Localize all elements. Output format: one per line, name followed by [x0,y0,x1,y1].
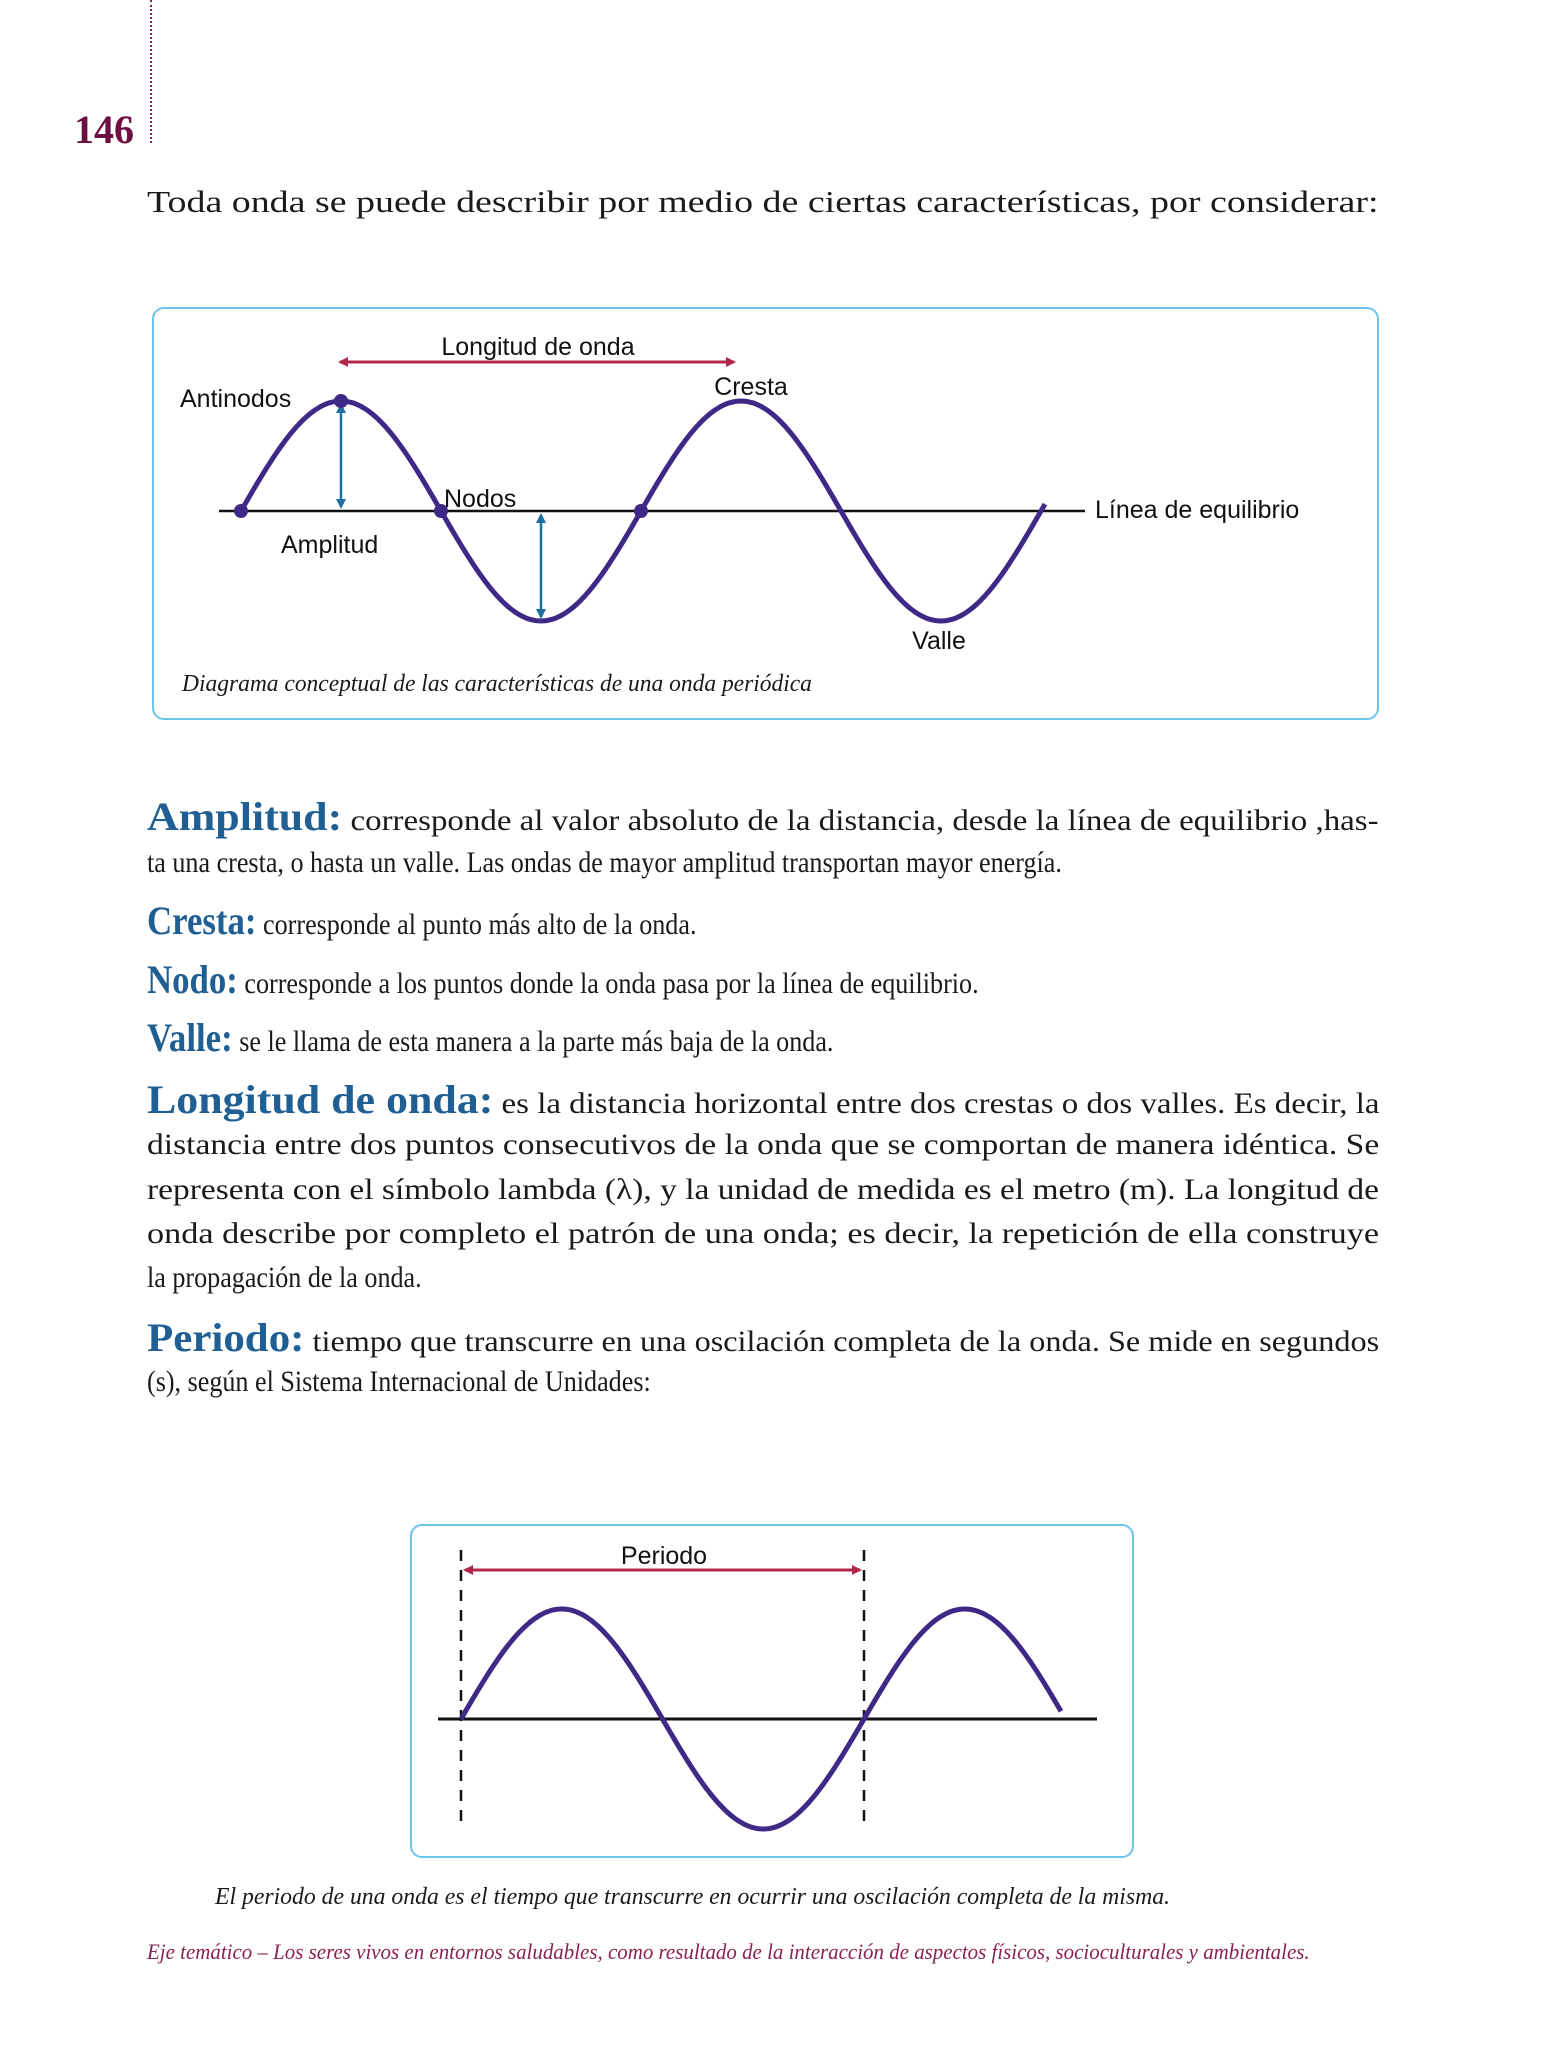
definition-text: corresponde al punto más alto de la onda… [263,908,697,941]
trough-label: Valle [912,627,966,655]
antinodes-label: Antinodos [180,385,292,413]
definition-line-first: Cresta: corresponde al punto más alto de… [147,899,696,943]
definition-term: Longitud de onda: [147,1077,494,1122]
definition-text: (s), según el Sistema Internacional de U… [147,1365,651,1398]
definition-text: corresponde al valor absoluto de la dist… [350,804,1379,837]
wavelength-label: Longitud de onda [441,333,635,361]
wave-diagram-box [152,307,1379,720]
antinode-dot [334,394,348,408]
node-dot [234,504,248,518]
definition-term: Periodo: [147,1315,305,1360]
definition-line-first: Periodo: tiempo que transcurre en una os… [147,1316,1379,1360]
definition-term: Nodo: [147,957,238,1002]
node-dot [634,504,648,518]
definition-text: se le llama de esta manera a la parte má… [239,1025,834,1058]
definition-line-first: Nodo: corresponde a los puntos donde la … [147,958,979,1002]
margin-dotted-line [150,0,152,143]
period-caption: El periodo de una onda es el tiempo que … [215,1884,1170,1910]
definition-text: corresponde a los puntos donde la onda p… [244,967,979,1000]
page-number: 146 [74,107,134,152]
definition-text: ta una cresta, o hasta un valle. Las ond… [147,846,1062,879]
definition-text: onda describe por completo el patrón de … [147,1217,1380,1250]
definition-term: Cresta: [147,898,257,943]
node-dot [434,504,448,518]
definition-line-first: Amplitud: corresponde al valor absoluto … [147,795,1379,839]
equilibrium-label: Línea de equilibrio [1095,496,1300,524]
period-label: Periodo [620,1542,708,1570]
footer-theme: Eje temático – Los seres vivos en entorn… [147,1939,1310,1964]
intro-text: Toda onda se puede describir por medio d… [147,184,1379,219]
wave-curve [458,1606,1064,1832]
definition-term: Amplitud: [147,794,343,839]
nodes-label: Nodos [444,485,517,513]
definition-line: (s), según el Sistema Internacional de U… [147,1360,651,1404]
period-diagram-box [410,1524,1134,1858]
definition-line-first: Valle: se le llama de esta manera a la p… [147,1016,833,1060]
definition-line: onda describe por completo el patrón de … [147,1212,1379,1256]
definition-line: distancia entre dos puntos consecutivos … [147,1123,1379,1167]
definition-text: representa con el símbolo lambda (λ), y … [147,1173,1380,1206]
amplitude-label: Amplitud [281,531,379,559]
diagram1-caption: Diagrama conceptual de las característic… [182,671,812,697]
definition-term: Valle: [147,1015,233,1060]
definition-line: representa con el símbolo lambda (λ), y … [147,1168,1379,1212]
definition-text: tiempo que transcurre en una oscilación … [312,1325,1380,1358]
definition-line: ta una cresta, o hasta un valle. Las ond… [147,841,1062,885]
definition-text: distancia entre dos puntos consecutivos … [147,1128,1380,1161]
definition-line-first: Longitud de onda: es la distancia horizo… [147,1078,1379,1122]
crest-label: Cresta [714,373,788,401]
definition-text: es la distancia horizontal entre dos cre… [501,1087,1380,1120]
definition-text: la propagación de la onda. [147,1261,422,1294]
definition-line: la propagación de la onda. [147,1256,422,1300]
